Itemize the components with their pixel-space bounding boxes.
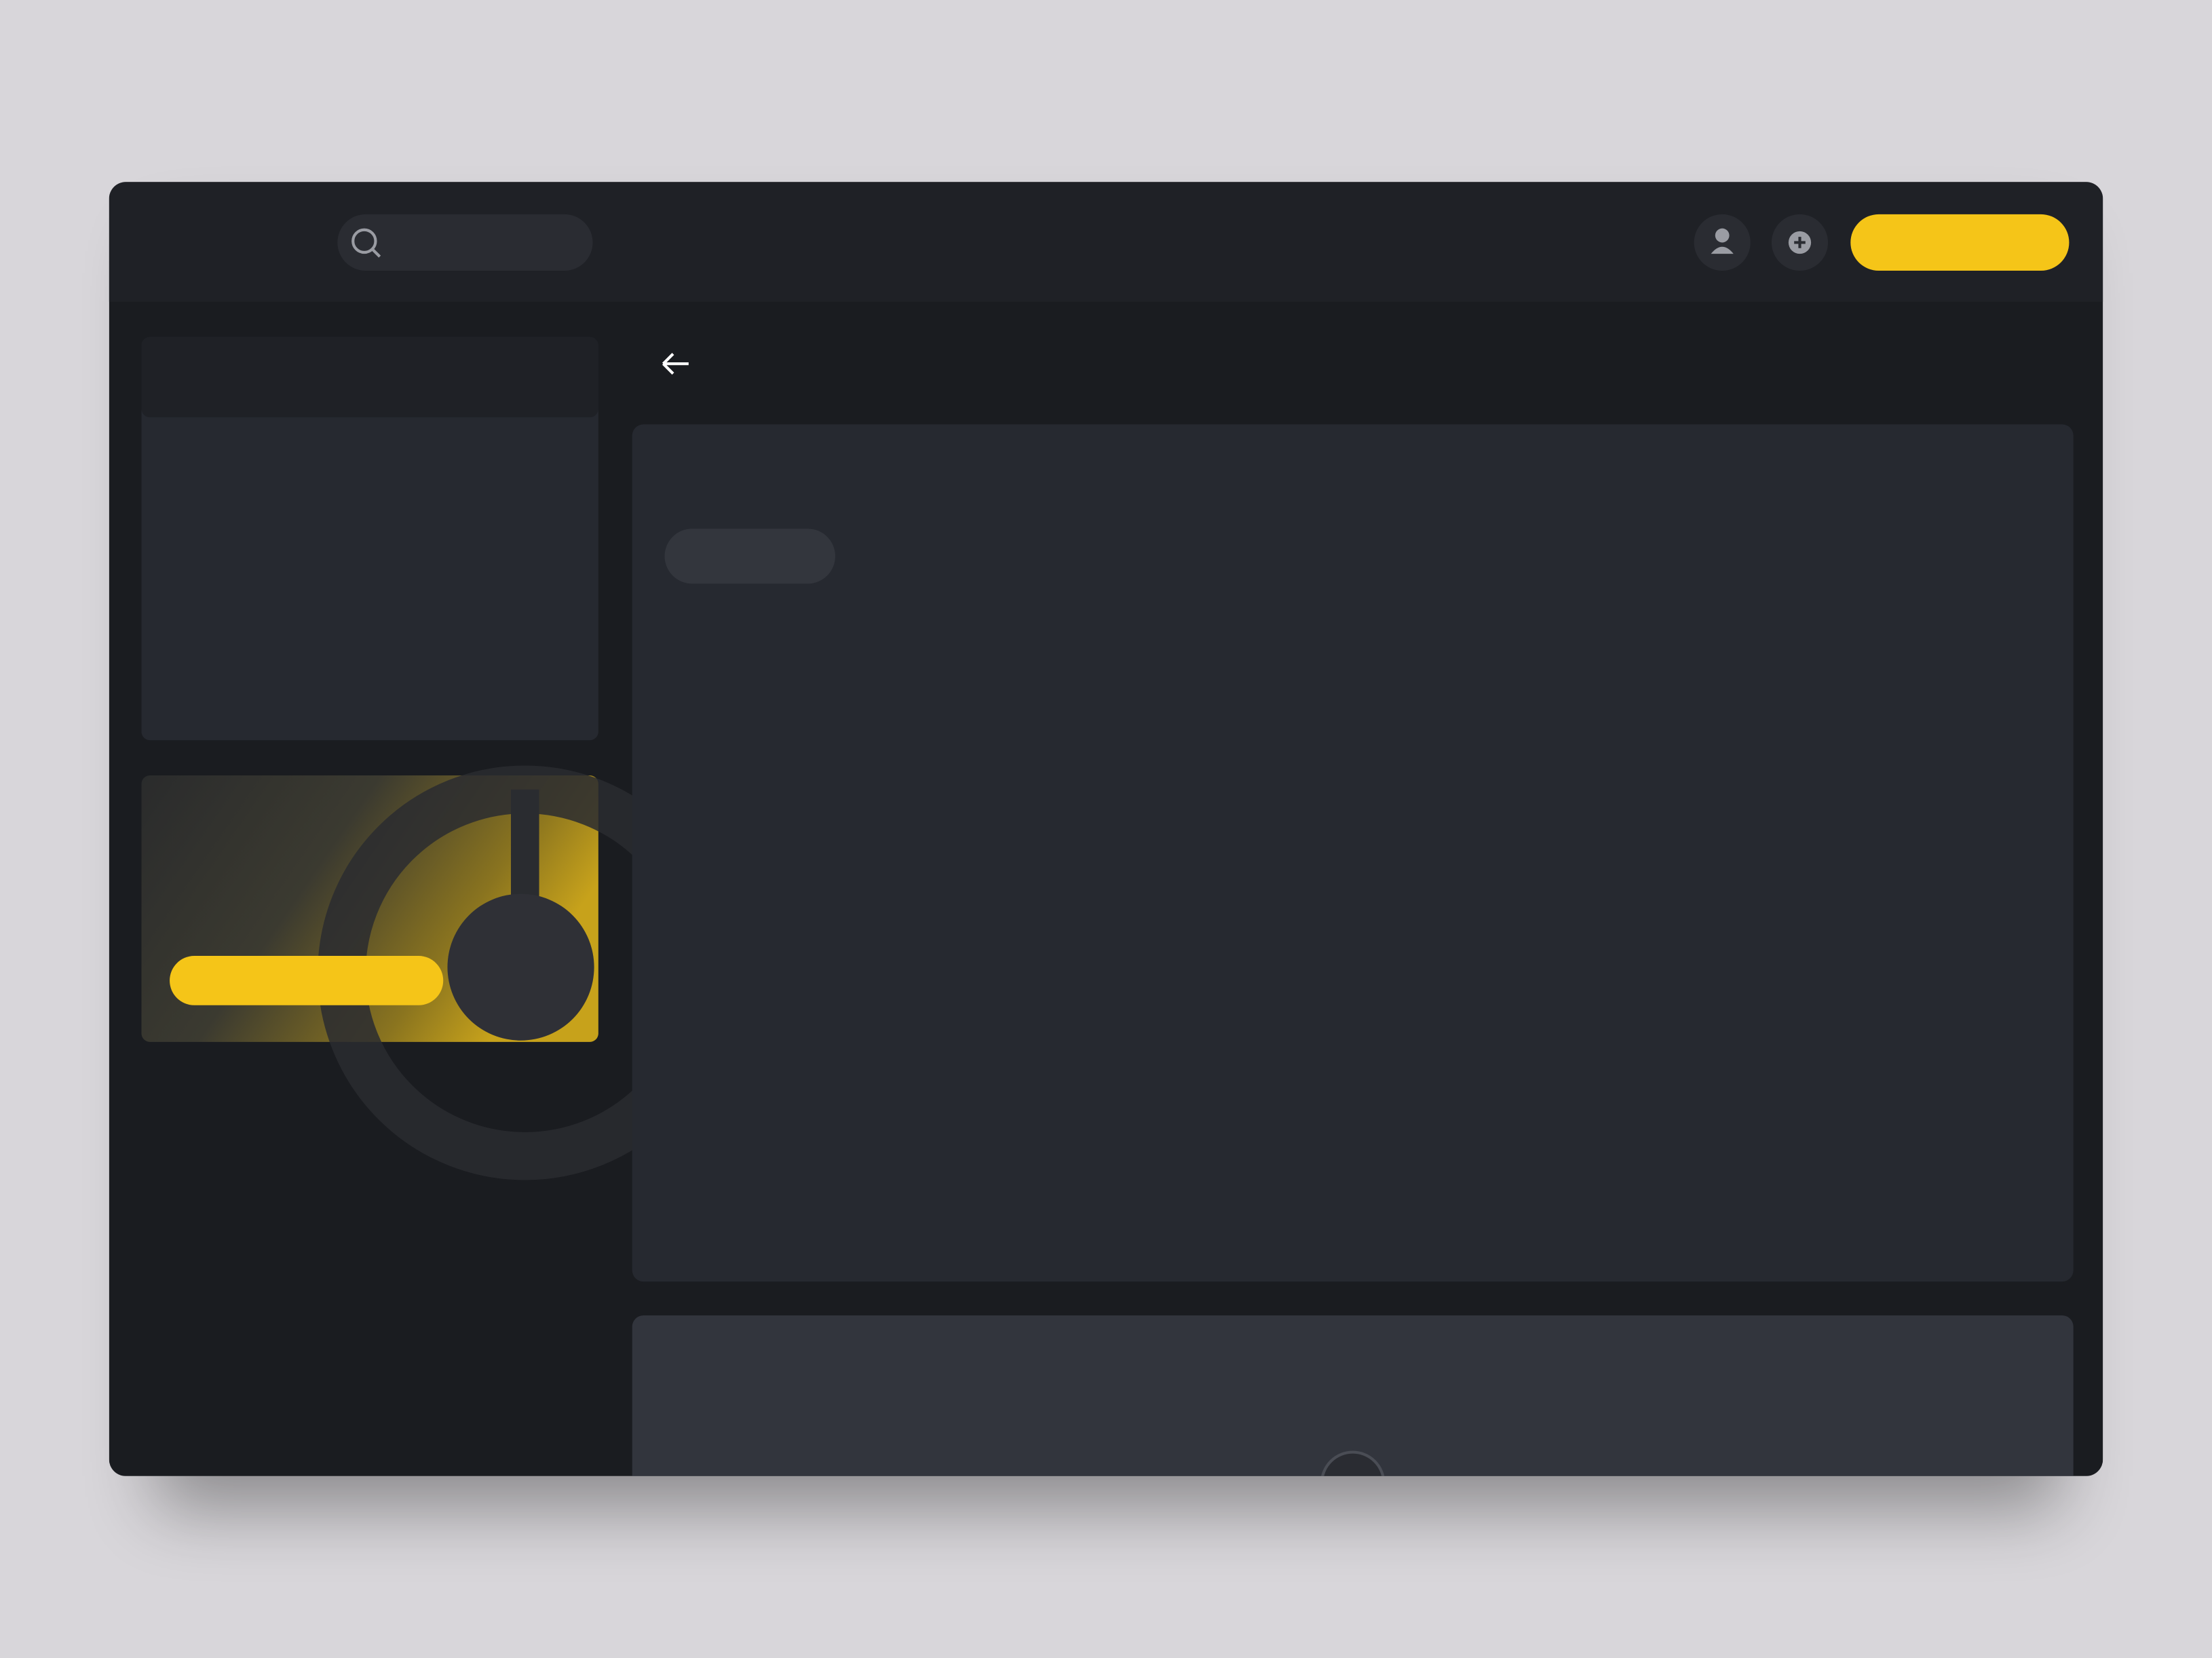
search-icon — [371, 248, 381, 258]
back-arrow[interactable] — [662, 353, 689, 375]
app-window — [109, 182, 2103, 1514]
profile-icon — [1715, 228, 1730, 243]
market-card — [632, 424, 2074, 1282]
banner-art — [510, 789, 539, 903]
scroll-button[interactable] — [1320, 1450, 1386, 1514]
token-pill[interactable] — [664, 528, 835, 584]
profile-icon — [1711, 246, 1734, 254]
referral-button[interactable] — [170, 956, 444, 1005]
add-icon — [1794, 237, 1806, 248]
asset-card — [632, 1315, 2074, 1476]
sidebar-menu — [141, 336, 598, 741]
search-icon — [351, 228, 377, 254]
balance-pill[interactable] — [1850, 214, 2070, 271]
menu-active-bg — [141, 336, 598, 418]
banner-art — [447, 893, 594, 1041]
search-box[interactable] — [337, 214, 593, 271]
